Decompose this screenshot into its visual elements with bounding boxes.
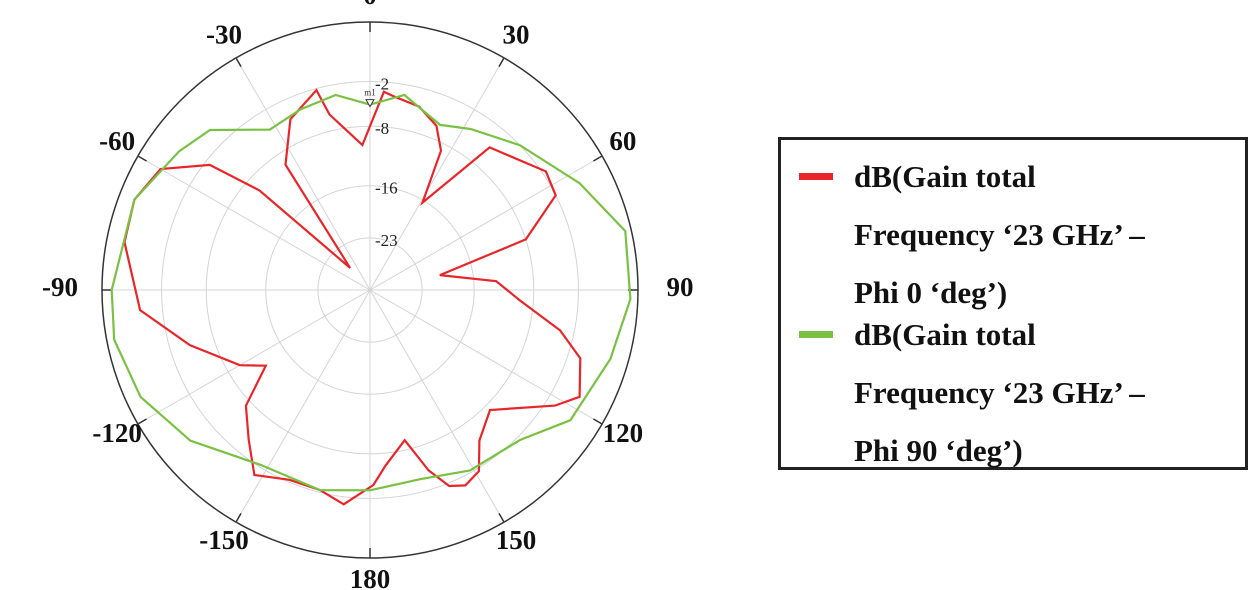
x-tick bbox=[235, 513, 242, 523]
x-tick-label: -90 bbox=[42, 272, 78, 302]
r-tick-label: -23 bbox=[375, 231, 398, 250]
x-tick-label: -150 bbox=[199, 525, 249, 555]
x-tick-label: 150 bbox=[496, 525, 537, 555]
grid-spoke bbox=[137, 155, 371, 291]
r-tick-label: -2 bbox=[375, 74, 389, 93]
x-tick-label: 30 bbox=[503, 19, 530, 49]
x-tick-label: 120 bbox=[603, 418, 644, 448]
x-tick-label: 0 bbox=[363, 0, 377, 10]
grid-spoke bbox=[369, 289, 505, 523]
x-tick bbox=[593, 155, 603, 162]
legend: dB(Gain total Frequency ‘23 GHz’ – Phi 0… bbox=[778, 137, 1248, 470]
x-tick-label: 180 bbox=[350, 564, 391, 590]
series-line bbox=[110, 93, 632, 492]
r-tick-label: -8 bbox=[375, 119, 389, 138]
legend-label: dB(Gain total Frequency ‘23 GHz’ – Phi 0… bbox=[854, 159, 1145, 310]
grid-spoke bbox=[137, 289, 371, 425]
grid-spoke bbox=[369, 155, 603, 291]
x-tick bbox=[137, 418, 147, 425]
x-tick bbox=[498, 57, 505, 67]
marker bbox=[365, 99, 375, 108]
grid-spoke bbox=[235, 57, 371, 291]
x-tick-label: -120 bbox=[92, 418, 142, 448]
x-tick bbox=[593, 418, 603, 425]
legend-swatch bbox=[799, 173, 833, 180]
x-tick-label: -30 bbox=[206, 19, 242, 49]
marker-label: m1 bbox=[364, 88, 376, 98]
r-tick-label: -16 bbox=[375, 179, 398, 198]
x-tick bbox=[235, 57, 242, 67]
grid-spoke bbox=[235, 289, 371, 523]
x-tick-label: 90 bbox=[667, 272, 694, 302]
legend-swatch bbox=[799, 331, 833, 338]
series-line bbox=[123, 88, 582, 506]
x-tick-label: -60 bbox=[99, 126, 135, 156]
grid-spoke bbox=[369, 57, 505, 291]
legend-label: dB(Gain total Frequency ‘23 GHz’ – Phi 9… bbox=[854, 317, 1145, 468]
x-tick bbox=[137, 155, 147, 162]
polar-chart: 0 30 60 90 120 150 180 -150 -120 -90 -60 -30 -2 -8 -16… bbox=[42, 0, 694, 590]
x-tick bbox=[498, 513, 505, 523]
x-tick-label: 60 bbox=[609, 126, 636, 156]
